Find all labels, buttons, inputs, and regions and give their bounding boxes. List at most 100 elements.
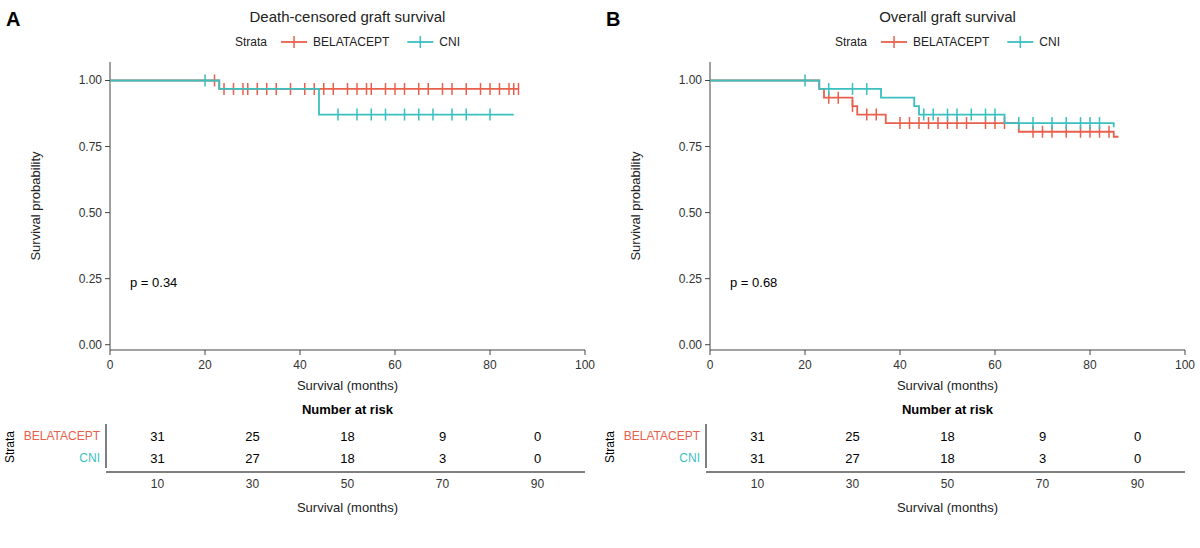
x-tick-label: 20 [198,358,212,372]
risk-tick-label: 70 [436,477,450,491]
chart-root: ADeath-censored graft survival0.000.250.… [0,0,1200,548]
x-tick [300,350,301,355]
censor-tick [385,83,387,95]
x-axis-label: Survival (months) [297,378,398,393]
risk-count: 31 [150,451,164,466]
risk-count: 27 [245,451,259,466]
x-tick-label: 40 [893,358,907,372]
legend: StrataBELATACEPTCNI [835,35,1060,49]
legend-entry: CNI [1039,35,1060,49]
censor-tick [513,83,515,95]
y-axis-line [710,62,711,350]
risk-count: 3 [439,451,446,466]
x-axis-line [710,350,1185,351]
y-tick [705,278,710,279]
censor-tick [337,109,339,121]
y-tick [705,146,710,147]
p-value: p = 0.68 [730,275,777,290]
censor-tick [451,109,453,121]
legend-marker [893,36,895,48]
risk-table: Number at riskBELATACEPT31251890CNI31271… [603,402,1185,515]
risk-count: 0 [534,451,541,466]
censor-tick [876,109,878,121]
y-tick [705,212,710,213]
y-tick [105,80,110,81]
censor-tick [966,117,968,129]
x-tick [585,350,586,355]
censor-tick [466,83,468,95]
x-tick-label: 60 [388,358,402,372]
risk-axis-line [706,472,1185,473]
censor-tick [356,83,358,95]
risk-count: 3 [1039,451,1046,466]
censor-tick [1018,117,1020,129]
risk-separator [706,424,707,468]
risk-axis-line [106,472,585,473]
risk-count: 18 [940,451,954,466]
risk-count: 25 [245,429,259,444]
censor-tick [994,109,996,121]
censor-tick [432,109,434,121]
risk-count: 18 [340,429,354,444]
legend-entry: BELATACEPT [313,35,390,49]
censor-tick [1099,117,1101,129]
censor-tick [333,83,335,95]
censor-tick [518,83,520,95]
risk-table: Number at riskBELATACEPT31251890CNI31271… [3,402,585,515]
censor-tick [918,117,920,129]
risk-tick-label: 90 [531,477,545,491]
censor-tick [866,83,868,95]
y-tick [105,212,110,213]
x-tick-label: 100 [1175,358,1195,372]
censor-tick [428,83,430,95]
censor-tick [489,109,491,121]
censor-tick [466,109,468,121]
km-step-line [710,80,1119,136]
panel-label: A [6,8,20,30]
censor-tick [404,109,406,121]
y-axis-line [110,62,111,350]
x-tick [805,350,806,355]
censor-tick [866,109,868,121]
risk-tick-label: 30 [246,477,260,491]
risk-strata-label: Strata [3,431,17,463]
censor-tick [1080,117,1082,129]
censor-tick [366,83,368,95]
censor-tick [347,83,349,95]
risk-count: 31 [750,429,764,444]
risk-x-label: Survival (months) [897,500,998,515]
risk-row-label: BELATACEPT [24,429,101,443]
censor-tick [499,83,501,95]
y-tick [705,80,710,81]
x-tick-label: 20 [798,358,812,372]
risk-count: 0 [534,429,541,444]
x-tick-label: 0 [707,358,714,372]
y-tick-label: 0.75 [79,140,103,154]
y-tick-label: 0.50 [679,206,703,220]
x-axis-label: Survival (months) [897,378,998,393]
risk-table-title: Number at risk [902,402,994,417]
risk-count: 18 [940,429,954,444]
censor-tick [899,117,901,129]
censor-tick [933,109,935,121]
x-tick-label: 0 [107,358,114,372]
risk-tick-label: 30 [846,477,860,491]
censor-tick [323,83,325,95]
x-tick [710,350,711,355]
y-tick-label: 1.00 [679,73,703,87]
risk-separator [106,424,107,468]
censor-tick [480,83,482,95]
risk-row-label: CNI [679,451,700,465]
legend-title: Strata [235,35,267,49]
censor-tick [1108,126,1110,138]
censor-tick [442,83,444,95]
risk-count: 9 [1039,429,1046,444]
censor-tick [923,109,925,121]
censor-tick [371,109,373,121]
risk-x-label: Survival (months) [297,500,398,515]
risk-count: 0 [1134,429,1141,444]
x-tick [1185,350,1186,355]
x-tick-label: 80 [483,358,497,372]
censor-tick [1051,117,1053,129]
risk-tick-label: 70 [1036,477,1050,491]
